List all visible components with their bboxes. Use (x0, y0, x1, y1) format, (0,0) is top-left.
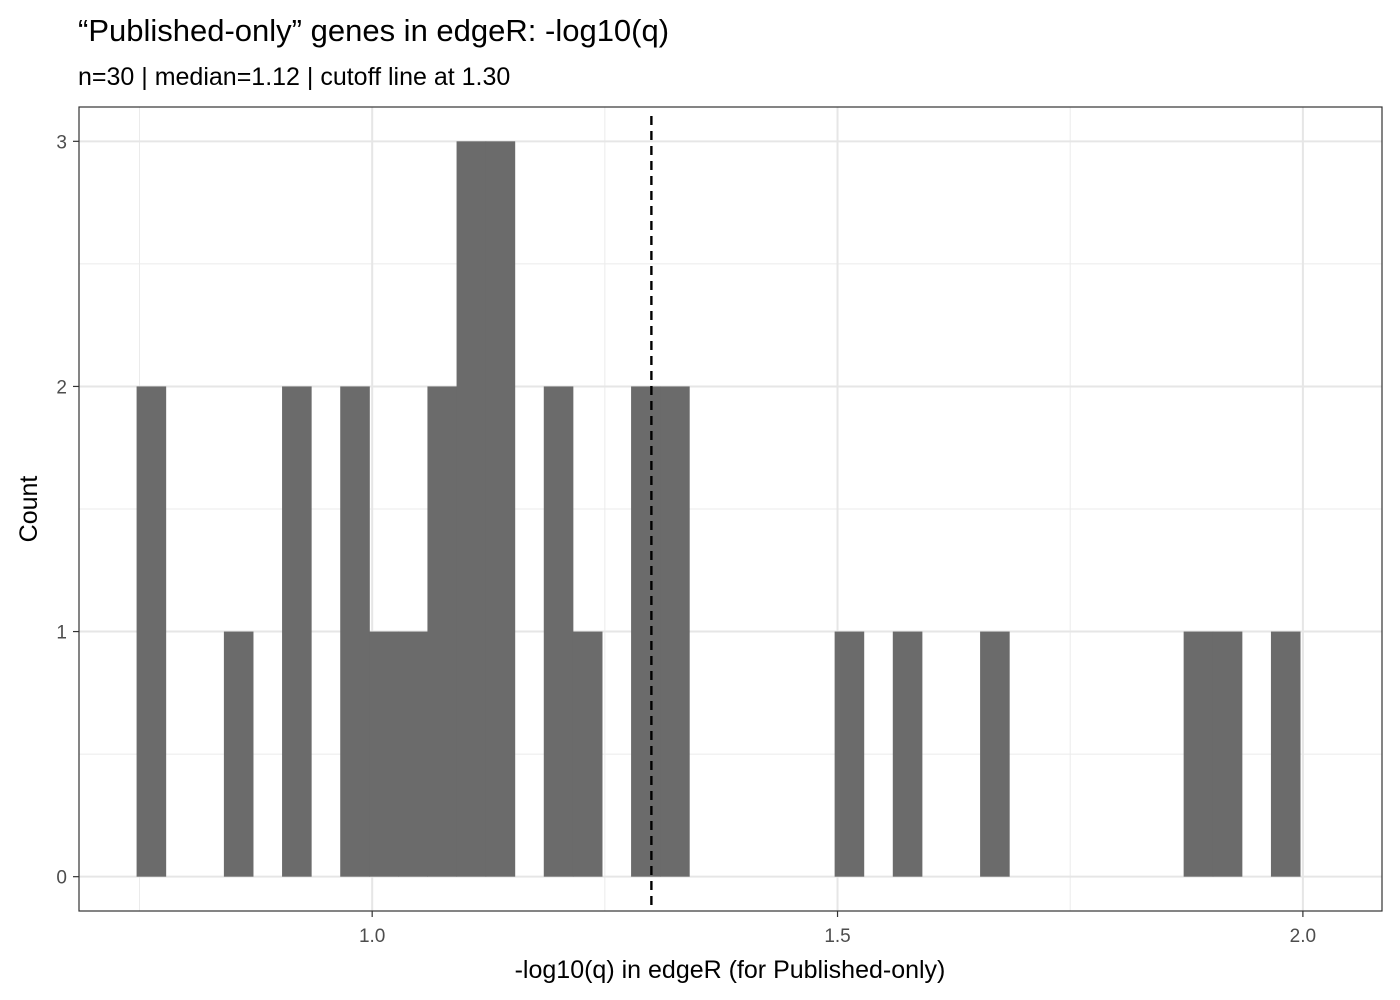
histogram-bar-6 (427, 386, 458, 877)
y-tick-label-2: 2 (56, 377, 67, 398)
histogram-bar-4 (369, 631, 399, 877)
x-tick-label-2: 2.0 (1290, 926, 1316, 947)
histogram-bar-5 (398, 631, 428, 877)
histogram-bar-14 (892, 631, 923, 877)
histogram-bar-10 (572, 631, 603, 877)
histogram-bar-17 (1212, 631, 1243, 877)
histogram-bar-18 (1270, 631, 1301, 877)
histogram-bar-3 (340, 386, 370, 877)
x-tick-label-1: 1.5 (824, 926, 850, 947)
histogram-bar-15 (980, 631, 1010, 877)
histogram-bar-8 (485, 141, 516, 877)
histogram-bar-12 (660, 386, 690, 877)
histogram-bar-11 (631, 386, 661, 877)
histogram-bar-2 (282, 386, 312, 877)
panel-border (78, 106, 1383, 912)
histogram-bars (136, 141, 1301, 877)
chart-title: “Published-only” genes in edgeR: -log10(… (78, 13, 669, 48)
histogram-bar-13 (834, 631, 865, 877)
histogram-bar-7 (456, 141, 487, 877)
y-tick-label-1: 1 (56, 623, 67, 644)
x-tick-label-0: 1.0 (359, 926, 385, 947)
histogram-bar-16 (1183, 631, 1214, 877)
histogram-bar-0 (136, 386, 167, 877)
chart-subtitle: n=30 | median=1.12 | cutoff line at 1.30 (78, 63, 510, 91)
y-tick-label-0: 0 (56, 868, 67, 889)
y-axis-title: Count (15, 476, 43, 543)
histogram-bar-9 (543, 386, 574, 877)
y-tick-label-3: 3 (56, 132, 67, 153)
y-axis: 0 1 2 3 (56, 132, 79, 889)
x-axis-title: -log10(q) in edgeR (for Published-only) (515, 956, 946, 984)
x-axis: 1.0 1.5 2.0 (359, 911, 1316, 947)
histogram-bar-1 (223, 631, 254, 877)
